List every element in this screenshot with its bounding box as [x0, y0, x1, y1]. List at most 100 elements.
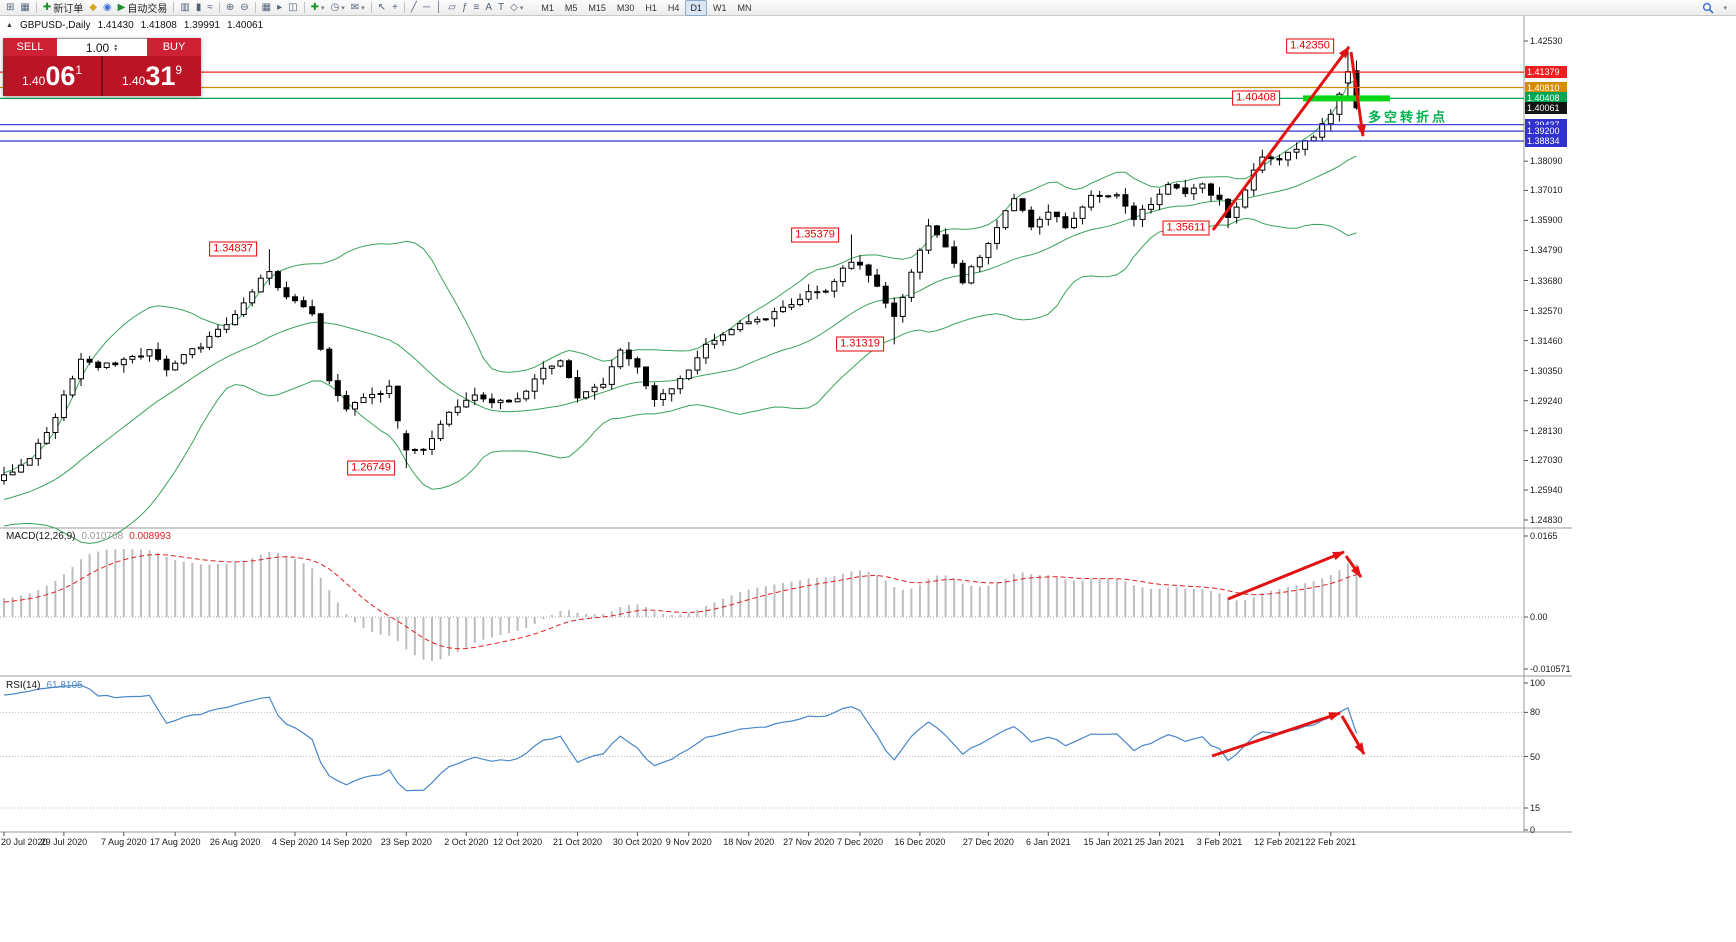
- volume-spinner[interactable]: ▲ ▼: [113, 42, 119, 53]
- trade-panel-top-row: SELL 1.00 ▲ ▼ BUY: [3, 38, 201, 56]
- equidistant-channel-button[interactable]: ▱: [445, 0, 459, 15]
- spin-up-icon[interactable]: ▲: [113, 42, 119, 49]
- new-order-label: 新订单: [53, 4, 84, 15]
- caret-down-icon: ▾: [361, 4, 365, 12]
- new-order-icon: ✚: [42, 1, 52, 13]
- timeframe-d1[interactable]: D1: [685, 0, 707, 16]
- trade-panel-prices: 1.40 06 1 1.40 31 9: [3, 56, 201, 96]
- timeframe-m30[interactable]: M30: [616, 2, 635, 13]
- buy-button[interactable]: BUY: [147, 38, 201, 56]
- rsi-name: RSI(14): [6, 680, 41, 691]
- objects-list-icon: ≡: [473, 1, 480, 13]
- periods-button[interactable]: ◷ ▾: [327, 0, 347, 15]
- collapse-trade-panel-icon[interactable]: ▲: [6, 22, 13, 29]
- indicators-button[interactable]: ✚ ▾: [308, 0, 328, 15]
- auto-scroll-icon: ▸: [277, 1, 283, 13]
- equidistant-channel-icon: ▱: [448, 1, 456, 13]
- objects-list-button[interactable]: ≡: [471, 0, 483, 15]
- timeframe-h1[interactable]: H1: [645, 2, 657, 13]
- caret-down-icon: ▾: [320, 4, 325, 12]
- rsi-indicator-label: RSI(14) 61.8105: [6, 680, 83, 691]
- toolbar-separator: [403, 2, 405, 13]
- sell-price-pipette: 1: [75, 63, 83, 77]
- auto-trading-icon: ▶: [117, 1, 126, 13]
- toolbar-overflow-button[interactable]: ▾: [1720, 0, 1730, 15]
- new-order-button[interactable]: ✚ 新订单: [40, 0, 86, 16]
- toolbar-separator: [370, 2, 372, 13]
- search-button[interactable]: [1699, 0, 1717, 15]
- buy-price-bigfigure: 1.40: [121, 74, 146, 88]
- sell-price-display[interactable]: 1.40 06 1: [3, 56, 101, 96]
- auto-trading-button[interactable]: ▶ 自动交易: [115, 0, 171, 16]
- indicators-icon: ✚: [310, 1, 319, 13]
- trendline-button[interactable]: ╱: [408, 0, 420, 15]
- metaeditor-icon: ◆: [89, 1, 97, 13]
- crosshair-icon: +: [392, 1, 398, 13]
- bar-chart-button[interactable]: ▥: [177, 0, 192, 15]
- new-chart-button[interactable]: ⊞: [3, 0, 17, 15]
- vertical-line-icon: │: [435, 1, 443, 13]
- text-label-button[interactable]: T: [495, 0, 507, 15]
- chart-profiles-button[interactable]: ▦: [17, 0, 32, 15]
- macd-signal-value: 0.008993: [129, 531, 171, 542]
- one-click-trade-panel: SELL 1.00 ▲ ▼ BUY 1.40 06 1 1.40 31 9: [3, 38, 201, 96]
- candlestick-chart-button[interactable]: ▮: [193, 0, 205, 15]
- crosshair-button[interactable]: +: [389, 0, 401, 15]
- auto-scroll-button[interactable]: ▸: [274, 0, 285, 15]
- ohlc-open: 1.41430: [97, 20, 134, 31]
- macd-main-value: 0.010708: [81, 531, 124, 542]
- macd-indicator-label: MACD(12,26,9) 0.010708 0.008993: [6, 531, 171, 542]
- toolbar-separator: [254, 2, 256, 13]
- zoom-out-button[interactable]: ⊖: [237, 0, 251, 15]
- buy-price-display[interactable]: 1.40 31 9: [103, 56, 201, 96]
- market-watch-icon: ◉: [102, 1, 112, 13]
- timeframe-mn[interactable]: MN: [737, 2, 752, 13]
- cursor-button[interactable]: ↖: [375, 0, 389, 15]
- market-watch-button[interactable]: ◉: [100, 0, 115, 15]
- volume-value: 1.00: [85, 40, 110, 55]
- sell-button[interactable]: SELL: [3, 38, 57, 56]
- horizontal-line-button[interactable]: ─: [420, 0, 433, 15]
- candlestick-chart-icon: ▮: [195, 1, 202, 13]
- line-chart-icon: ≈: [207, 1, 213, 13]
- caret-down-icon: ▾: [519, 4, 524, 12]
- ohlc-close: 1.40061: [226, 20, 264, 31]
- toolbar-right-group: ▾: [1699, 0, 1733, 15]
- toolbar-separator: [218, 2, 220, 13]
- metaeditor-button[interactable]: ◆: [86, 0, 100, 15]
- text-label-icon: T: [498, 1, 505, 13]
- vertical-line-button[interactable]: │: [433, 0, 445, 15]
- text-icon: A: [485, 1, 493, 13]
- bar-chart-icon: ▥: [180, 1, 190, 13]
- timeframe-w1[interactable]: W1: [712, 2, 727, 13]
- chart-shift-button[interactable]: ◫: [285, 0, 300, 15]
- templates-icon: ✉: [350, 1, 360, 13]
- timeframe-m15[interactable]: M15: [588, 2, 606, 13]
- templates-button[interactable]: ✉ ▾: [348, 0, 368, 15]
- timeframe-m5[interactable]: M5: [564, 2, 578, 13]
- fibonacci-icon: ƒ: [461, 1, 468, 13]
- ohlc-low: 1.39991: [183, 20, 220, 31]
- chart-shift-icon: ◫: [288, 1, 298, 13]
- timeframe-toolbar: M1 M5 M15 M30 H1 H4 D1 W1 MN: [536, 0, 756, 16]
- zoom-in-button[interactable]: ⊕: [223, 0, 237, 15]
- spin-down-icon[interactable]: ▼: [113, 46, 119, 53]
- fibonacci-button[interactable]: ƒ: [459, 0, 471, 15]
- buy-price-pips: 31: [145, 60, 176, 91]
- sell-price-bigfigure: 1.40: [21, 74, 46, 88]
- sell-price-pips: 06: [45, 60, 76, 91]
- auto-trading-label: 自动交易: [127, 4, 168, 15]
- tile-windows-button[interactable]: ▦: [259, 0, 274, 15]
- arrows-tool-button[interactable]: ◇ ▾: [507, 0, 526, 15]
- arrows-tool-icon: ◇: [510, 1, 518, 13]
- timeframe-h4[interactable]: H4: [667, 2, 680, 13]
- caret-down-icon: ▾: [341, 4, 345, 12]
- main-toolbar: ⊞ ▦ ✚ 新订单 ◆ ◉ ▶ 自动交易 ▥ ▮ ≈ ⊕ ⊖ ▦ ▸ ◫ ✚ ▾ ◷ ▾ ✉ ▾ ↖ + ╱ ─ │ ▱ ƒ ≡ A T ◇ ▾ M…: [0, 0, 1736, 16]
- toolbar-separator: [173, 2, 175, 13]
- timeframe-m1[interactable]: M1: [541, 2, 554, 13]
- trendline-icon: ╱: [410, 1, 417, 13]
- text-button[interactable]: A: [482, 0, 495, 15]
- line-chart-button[interactable]: ≈: [204, 0, 216, 15]
- volume-field[interactable]: 1.00 ▲ ▼: [57, 38, 147, 56]
